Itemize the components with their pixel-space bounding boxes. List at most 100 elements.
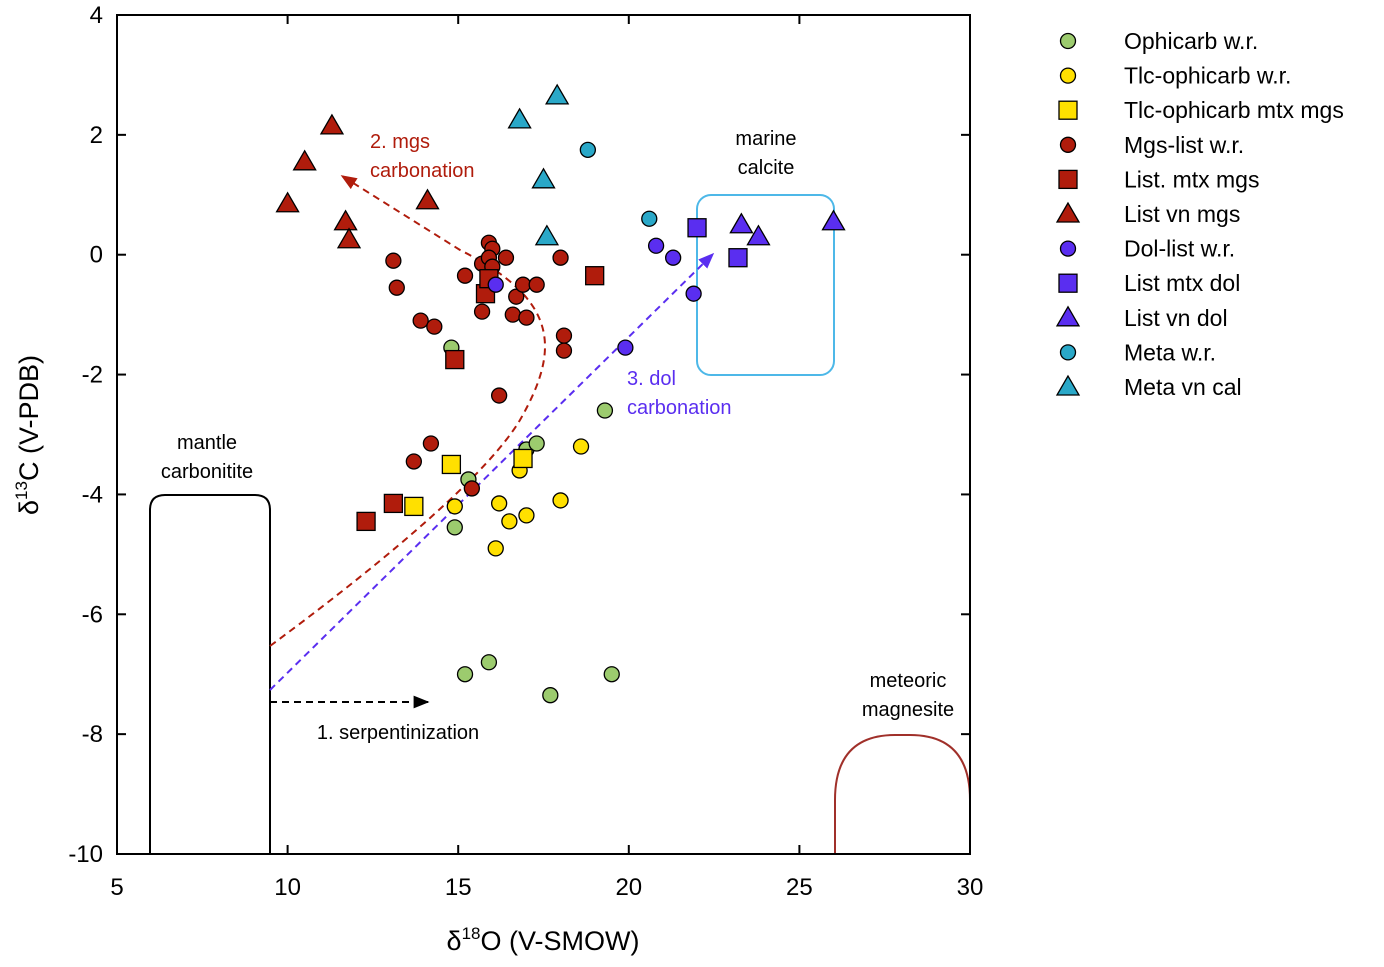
point-meta-vn-cal — [531, 167, 556, 189]
mgs-carbonation-label-1: 2. mgs — [370, 131, 430, 153]
point-mgs-list-w-r — [388, 279, 405, 296]
point-mgs-list-w-r — [497, 249, 515, 266]
legend-label-mgs-list-w-r: Mgs-list w.r. — [1124, 132, 1244, 158]
point-ophicarb-w-r — [480, 654, 498, 671]
x-axis-label-sup: 18 — [462, 924, 481, 943]
legend-label-list-vn-dol: List vn dol — [1124, 305, 1228, 331]
point-tlc-ophicarb-w-r — [487, 540, 504, 557]
dol-carbonation-label-1: 3. dol — [627, 368, 676, 390]
point-dol-list-w-r — [617, 339, 634, 356]
point-ophicarb-w-r — [596, 402, 614, 419]
point-tlc-ophicarb-mtx-mgs — [404, 496, 424, 517]
legend-marker-tlc-ophicarb-w-r — [1059, 67, 1077, 84]
legend-label-list-mtx-dol: List mtx dol — [1124, 270, 1240, 296]
x-tick-label: 5 — [110, 874, 123, 901]
point-mgs-list-w-r — [412, 312, 429, 329]
point-mgs-list-w-r — [426, 318, 443, 335]
legend-label-list-mtx-mgs: List. mtx mgs — [1124, 166, 1259, 192]
legend-marker-list-vn-dol — [1055, 305, 1081, 327]
dol-carbonation-label-2: carbonation — [627, 397, 732, 419]
point-tlc-ophicarb-w-r — [518, 507, 535, 524]
legend: Ophicarb w.r. Tlc-ophicarb w.r. Tlc-ophica… — [1055, 28, 1344, 400]
y-tick-label: -2 — [82, 362, 103, 389]
point-tlc-ophicarb-w-r — [572, 438, 590, 455]
legend-label-meta-w-r: Meta w.r. — [1124, 339, 1216, 365]
point-dol-list-w-r — [647, 237, 665, 254]
mantle-carbonitite-label-1: mantle — [177, 432, 237, 454]
legend-label-dol-list-w-r: Dol-list w.r. — [1124, 236, 1235, 262]
y-tick-label: -6 — [82, 601, 103, 628]
x-tick-label: 20 — [615, 874, 642, 901]
legend-marker-mgs-list-w-r — [1059, 136, 1077, 153]
mantle-carbonitite-label-2: carbonitite — [161, 461, 253, 483]
y-tick-label: 0 — [90, 242, 103, 269]
y-tick-label: -10 — [68, 841, 103, 868]
x-axis-label-prefix: δ — [447, 926, 462, 956]
meteoric-magnesite-label-2: magnesite — [862, 699, 954, 721]
point-meta-vn-cal — [534, 224, 560, 246]
legend-label-tlc-ophicarb-w-r: Tlc-ophicarb w.r. — [1124, 63, 1291, 89]
point-tlc-ophicarb-mtx-mgs — [441, 454, 462, 475]
legend-marker-meta-vn-cal — [1055, 374, 1081, 396]
point-list-mtx-dol — [728, 248, 748, 268]
mgs-carbonation-arrow — [269, 175, 546, 647]
meteoric-magnesite-field — [834, 734, 971, 854]
point-list-vn-mgs — [336, 227, 362, 249]
point-list-vn-mgs — [275, 191, 300, 213]
point-dol-list-w-r — [685, 285, 702, 302]
mgs-carbonation-label-2: carbonation — [370, 160, 475, 182]
point-dol-list-w-r — [487, 276, 504, 293]
point-list-vn-mgs — [292, 149, 317, 171]
marine-calcite-label-2: calcite — [738, 157, 795, 179]
point-list-mtx-mgs — [356, 511, 376, 532]
legend-marker-list-mtx-dol — [1058, 273, 1078, 293]
point-tlc-ophicarb-w-r — [446, 498, 463, 515]
mantle-carbonitite-field — [149, 494, 271, 854]
y-tick-label: -8 — [82, 721, 103, 748]
point-ophicarb-w-r — [528, 435, 545, 452]
point-list-vn-dol — [746, 224, 771, 246]
point-mgs-list-w-r — [456, 267, 474, 284]
legend-label-meta-vn-cal: Meta vn cal — [1124, 374, 1242, 400]
point-list-vn-dol — [821, 209, 846, 231]
point-list-mtx-mgs — [383, 493, 404, 514]
y-axis-label-suffix: C (V-PDB) — [14, 355, 44, 481]
point-mgs-list-w-r — [518, 309, 535, 326]
legend-marker-tlc-ophicarb-mtx-mgs — [1058, 100, 1078, 120]
x-axis-ticks: 5 10 15 20 25 30 — [110, 15, 983, 901]
legend-marker-ophicarb-w-r — [1059, 32, 1077, 50]
point-tlc-ophicarb-w-r — [552, 492, 569, 509]
point-list-mtx-mgs — [585, 266, 605, 286]
dol-carbonation-arrow — [269, 252, 715, 691]
data-points — [275, 83, 846, 704]
point-tlc-ophicarb-w-r — [501, 513, 518, 530]
meteoric-magnesite-label-1: meteoric — [870, 670, 947, 692]
point-list-vn-mgs — [415, 188, 440, 210]
point-mgs-list-w-r — [490, 387, 508, 404]
point-mgs-list-w-r — [508, 288, 525, 305]
y-axis-ticks: -10 -8 -6 -4 -2 0 2 4 — [68, 2, 970, 868]
x-axis-label: δ18O (V-SMOW) — [447, 924, 640, 956]
y-axis-label-prefix: δ — [14, 500, 44, 515]
point-tlc-ophicarb-w-r — [490, 495, 508, 512]
point-ophicarb-w-r — [542, 687, 559, 704]
point-mgs-list-w-r — [504, 306, 521, 323]
fields: mantle carbonitite marine calcite meteor… — [149, 128, 971, 854]
point-mgs-list-w-r — [555, 342, 573, 359]
point-mgs-list-w-r — [463, 480, 480, 497]
point-dol-list-w-r — [665, 249, 682, 266]
point-list-vn-mgs — [319, 113, 345, 135]
legend-label-tlc-ophicarb-mtx-mgs: Tlc-ophicarb mtx mgs — [1124, 97, 1344, 123]
point-mgs-list-w-r — [422, 435, 440, 452]
marine-calcite-label-1: marine — [735, 128, 796, 150]
legend-marker-meta-w-r — [1059, 344, 1077, 361]
plot-frame — [116, 14, 971, 855]
point-meta-vn-cal — [545, 83, 570, 105]
point-meta-w-r — [641, 210, 658, 227]
trend-arrows: 1. serpentinization 2. mgs carbonation 3… — [269, 131, 732, 744]
legend-marker-list-mtx-mgs — [1058, 169, 1078, 190]
y-axis-label: δ13C (V-PDB) — [12, 355, 44, 515]
y-tick-label: 2 — [90, 122, 103, 149]
x-tick-label: 15 — [445, 874, 472, 901]
